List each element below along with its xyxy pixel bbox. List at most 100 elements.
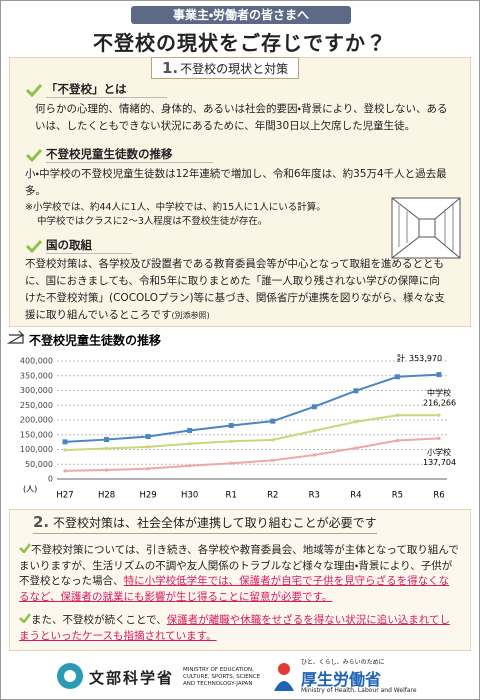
data-point xyxy=(270,418,276,424)
y-tick-label: 150,000 xyxy=(20,430,53,439)
section-1-heading: 1. 不登校の現状と対策 xyxy=(151,57,300,79)
subheading-text: 不登校児童生徒数の推移 xyxy=(46,146,213,163)
trend-text: 小・中学校の不登校児童生徒数は12年連続で増加し、令和6年度は、約35万4千人と… xyxy=(25,168,447,197)
tagline: 事業主・労働者の皆さまへ xyxy=(131,6,351,24)
subheading-text: 国の取組 xyxy=(46,237,132,254)
x-tick-label: R2 xyxy=(267,491,278,501)
data-point xyxy=(395,413,399,417)
data-point xyxy=(105,468,109,472)
data-point xyxy=(354,420,358,424)
data-point xyxy=(63,469,67,473)
data-point xyxy=(228,423,234,429)
value-label: 216,266 xyxy=(423,399,456,408)
data-point xyxy=(354,446,358,450)
check-icon xyxy=(25,239,43,253)
mhlw-english: Ministry of Health, Labour and Welfare xyxy=(301,687,417,694)
definition-text: 何らかの心理的、情緒的、身体的、あるいは社会的要因・背景により、登校しない、ある… xyxy=(35,103,448,132)
data-point xyxy=(188,464,192,468)
body-text: 不登校対策については、引き続き、各学校や教育委員会、地域等が主体となって取り組ん… xyxy=(19,544,459,587)
y-tick-label: 300,000 xyxy=(20,386,53,395)
data-point xyxy=(395,439,399,443)
body-text: また、不登校が続くことで、 xyxy=(31,614,167,626)
data-point xyxy=(271,438,275,442)
section-2 xyxy=(9,509,471,651)
x-tick-label: H28 xyxy=(98,491,115,501)
data-point xyxy=(146,467,150,471)
hand-icon xyxy=(6,330,25,344)
y-tick-label: 400,000 xyxy=(20,357,53,366)
x-tick-label: R3 xyxy=(309,491,320,501)
paragraph: 不登校対策については、引き続き、各学校や教育委員会、地域等が主体となって取り組ん… xyxy=(19,543,459,605)
subheading-text: 「不登校」とは xyxy=(46,81,167,98)
x-tick-label: R6 xyxy=(433,491,444,501)
section-2-heading: 2. 不登校対策は、社会全体が連携して取り組むことが必要です xyxy=(33,513,377,534)
highlighted-text: 特に小学校低学年では、保護者が自宅で子供を見守らざるを得なくなるなど、保護者の就… xyxy=(19,575,450,603)
data-point xyxy=(437,413,441,417)
y-tick-label: 0 xyxy=(48,475,53,484)
section-1 xyxy=(9,57,471,327)
mhlw-logo xyxy=(274,663,294,691)
data-point xyxy=(187,427,193,433)
data-point xyxy=(311,404,317,410)
section-title: 不登校の現状と対策 xyxy=(180,62,289,76)
section-number: 1. xyxy=(162,59,179,77)
trend-note: 中学校ではクラスに2～3人程度は不登校生徒が存在。 xyxy=(37,216,268,227)
series-line xyxy=(64,437,440,472)
y-axis-label: (人) xyxy=(23,485,37,494)
data-point xyxy=(394,374,400,380)
data-point xyxy=(353,388,359,394)
series-line xyxy=(64,373,440,443)
x-tick-label: R4 xyxy=(350,491,361,501)
series-name: 計 xyxy=(397,353,405,363)
series-name: 小学校 xyxy=(427,447,451,457)
check-icon xyxy=(19,613,31,624)
x-tick-label: R1 xyxy=(226,491,237,501)
data-point xyxy=(63,448,67,452)
subheading: 不登校児童生徒数の推移 xyxy=(25,146,213,163)
section-title: 不登校対策は、社会全体が連携して取り組むことが必要です xyxy=(52,516,377,530)
data-point xyxy=(436,372,442,378)
chart: 不登校児童生徒数の推移 0 50,000 100,000 150,000 200,000… xyxy=(6,330,456,501)
series-name: 中学校 xyxy=(427,388,451,398)
value-label: 353,970 xyxy=(409,354,442,363)
check-icon xyxy=(19,543,31,554)
y-tick-label: 200,000 xyxy=(20,416,53,425)
data-point xyxy=(312,453,316,457)
x-tick-label: H29 xyxy=(140,491,157,501)
reference: (別添参照) xyxy=(171,311,210,320)
x-tick-label: H27 xyxy=(56,491,73,501)
y-tick-label: 250,000 xyxy=(20,401,53,410)
series-line xyxy=(64,414,440,451)
value-label: 137,704 xyxy=(423,458,456,467)
highlighted-text: 保護者が離職や休職をせざるを得ない状況に追い込まれてしまうといったケースも指摘さ… xyxy=(19,614,450,642)
mext-logo xyxy=(57,663,83,689)
efforts-body: 不登校対策は、各学校及び設置者である教育委員会等が中心となって取組を進めるととも… xyxy=(25,258,445,321)
hallway-illustration xyxy=(391,197,461,259)
data-point xyxy=(188,442,192,446)
data-point xyxy=(229,461,233,465)
data-point xyxy=(312,429,316,433)
data-point xyxy=(62,439,68,445)
data-point xyxy=(271,458,275,462)
y-tick-label: 350,000 xyxy=(20,371,53,380)
y-tick-label: 100,000 xyxy=(20,445,53,454)
data-point xyxy=(104,437,110,443)
data-point xyxy=(229,439,233,443)
check-icon xyxy=(25,148,43,162)
mext-english: MINISTRY OF EDUCATION, CULTURE, SPORTS, … xyxy=(183,667,261,687)
mext-name: 文部科学省 xyxy=(89,669,175,687)
subheading: 「不登校」とは xyxy=(25,81,167,98)
data-point xyxy=(105,447,109,451)
data-point xyxy=(146,445,150,449)
y-tick-label: 50,000 xyxy=(25,460,53,469)
mhlw-name: 厚生労働省 xyxy=(301,670,382,689)
subheading: 国の取組 xyxy=(25,237,132,254)
check-icon xyxy=(25,83,43,97)
data-point xyxy=(145,434,151,440)
mhlw-slogan: ひと、くらし、みらいのために xyxy=(301,659,385,666)
data-point xyxy=(437,436,441,440)
trend-note: ※小学校では、約44人に1人、中学校では、約15人に1人にいる計算。 xyxy=(25,202,326,213)
x-tick-label: R5 xyxy=(392,491,403,501)
paragraph: また、不登校が続くことで、保護者が離職や休職をせざるを得ない状況に追い込まれてし… xyxy=(19,613,459,644)
